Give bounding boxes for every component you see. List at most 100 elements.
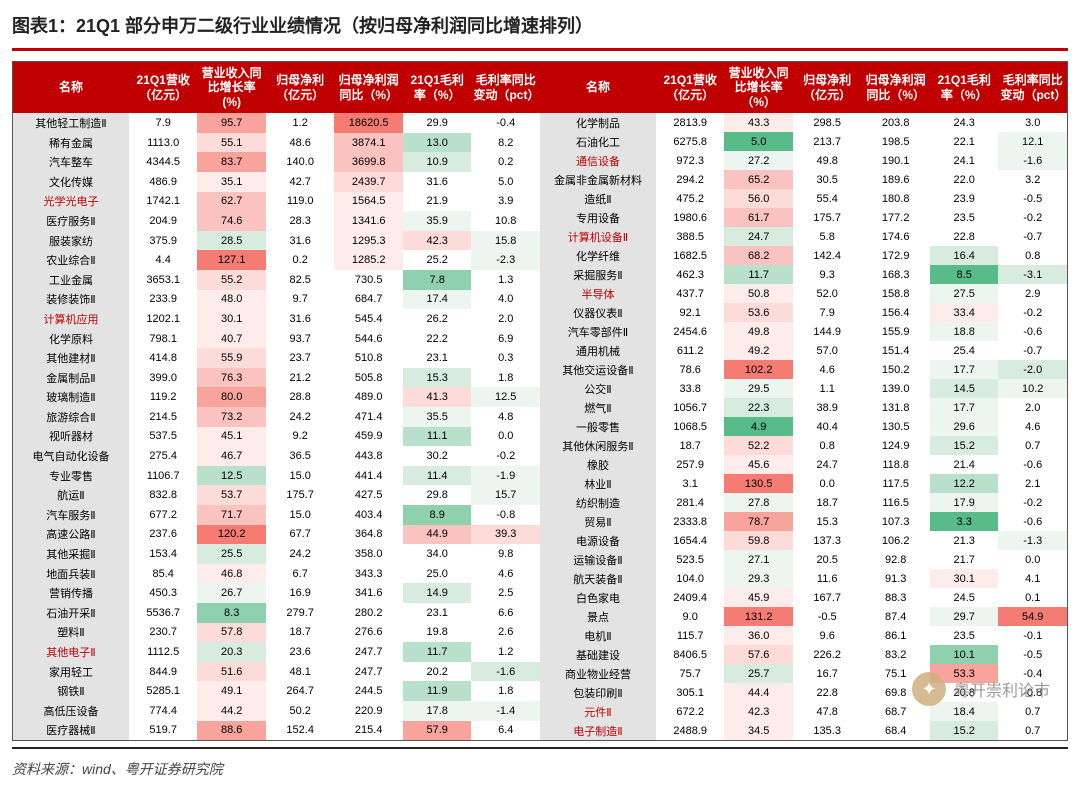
row-name: 造纸Ⅱ [540,189,656,208]
row-name: 航运Ⅱ [13,485,129,505]
table-row: 计算机设备Ⅱ388.524.75.8174.622.8-0.7 [540,227,1067,246]
cell: 247.7 [334,662,403,682]
cell: 24.2 [266,407,335,427]
cell: 204.9 [129,211,198,231]
cell: 86.1 [861,626,930,645]
row-name: 其他采掘Ⅱ [13,544,129,564]
cell: 14.5 [930,379,999,398]
table-row: 地面兵装Ⅱ85.446.86.7343.325.04.6 [13,564,540,584]
row-name: 半导体 [540,284,656,303]
cell: 2.6 [471,623,540,643]
cell: -0.6 [998,455,1067,474]
cell: 31.6 [403,172,472,192]
cell: 27.2 [724,151,793,170]
table-row: 化学纤维1682.568.2142.4172.916.40.8 [540,246,1067,265]
cell: 120.2 [197,525,266,545]
cell: 153.4 [129,544,198,564]
cell: -0.2 [998,493,1067,512]
row-name: 基础建设 [540,645,656,664]
cell: 1.2 [471,642,540,662]
cell: 5.0 [724,132,793,151]
cell: 0.8 [998,246,1067,265]
cell: 55.9 [197,348,266,368]
cell: 16.7 [793,664,862,683]
cell: 21.9 [403,192,472,212]
cell: 213.7 [793,132,862,151]
cell: 2333.8 [656,512,725,531]
cell: 25.7 [724,664,793,683]
cell: 15.3 [403,368,472,388]
cell: 237.6 [129,525,198,545]
column-header: 归母净利（亿元） [266,62,335,113]
cell: -0.7 [998,341,1067,360]
cell: 158.8 [861,284,930,303]
table-row: 橡胶257.945.624.7118.821.4-0.6 [540,455,1067,474]
cell: 12.5 [197,466,266,486]
row-name: 汽车整车 [13,152,129,172]
cell: 35.1 [197,172,266,192]
cell: 2409.4 [656,588,725,607]
cell: 74.6 [197,211,266,231]
table-row: 其他建材Ⅱ414.855.923.7510.823.10.3 [13,348,540,368]
cell: 22.0 [930,170,999,189]
table-row: 化学原料798.140.793.7544.622.26.9 [13,329,540,349]
cell: 475.2 [656,189,725,208]
cell: 17.4 [403,290,472,310]
cell: 443.8 [334,446,403,466]
cell: 1742.1 [129,192,198,212]
cell: 25.0 [403,564,472,584]
cell: 17.7 [930,398,999,417]
wechat-icon: ✦ [912,672,946,706]
table-row: 航天装备Ⅱ104.029.311.691.330.14.1 [540,569,1067,588]
cell: 15.3 [793,512,862,531]
cell: 46.7 [197,446,266,466]
cell: 4344.5 [129,152,198,172]
cell: -2.0 [998,360,1067,379]
cell: 51.6 [197,662,266,682]
cell: 11.1 [403,427,472,447]
cell: 42.7 [266,172,335,192]
cell: 56.0 [724,189,793,208]
cell: -0.1 [998,626,1067,645]
cell: -1.6 [998,151,1067,170]
row-name: 汽车服务Ⅱ [13,505,129,525]
cell: 2.0 [998,398,1067,417]
cell: 7.9 [793,303,862,322]
cell: 27.5 [930,284,999,303]
cell: 1113.0 [129,133,198,153]
cell: 20.3 [197,642,266,662]
cell: 730.5 [334,270,403,290]
row-name: 高低压设备 [13,701,129,721]
cell: 42.3 [403,231,472,251]
cell: 0.2 [471,152,540,172]
table-row: 服装家纺375.928.531.61295.342.315.8 [13,231,540,251]
cell: 343.3 [334,564,403,584]
table-row: 金属非金属新材料294.265.230.5189.622.03.2 [540,170,1067,189]
cell: 18.8 [930,322,999,341]
cell: 0.3 [471,348,540,368]
cell: 71.7 [197,505,266,525]
cell: 92.1 [656,303,725,322]
cell: 364.8 [334,525,403,545]
row-name: 装修装饰Ⅱ [13,290,129,310]
cell: 3.2 [998,170,1067,189]
cell: -0.7 [998,227,1067,246]
cell: 36.0 [724,626,793,645]
cell: 55.2 [197,270,266,290]
cell: 50.8 [724,284,793,303]
watermark-text: 粤开崇利论市 [954,677,1050,701]
column-header: 名称 [13,62,129,113]
column-header: 归母净利润同比（%） [334,62,403,113]
cell: 1564.5 [334,192,403,212]
cell: 1202.1 [129,309,198,329]
cell: 25.4 [930,341,999,360]
cell: 36.5 [266,446,335,466]
cell: 15.0 [266,505,335,525]
row-name: 公交Ⅱ [540,379,656,398]
cell: 62.7 [197,192,266,212]
row-name: 贸易Ⅱ [540,512,656,531]
cell: 172.9 [861,246,930,265]
cell: 1.1 [793,379,862,398]
cell: 358.0 [334,544,403,564]
cell: 83.2 [861,645,930,664]
